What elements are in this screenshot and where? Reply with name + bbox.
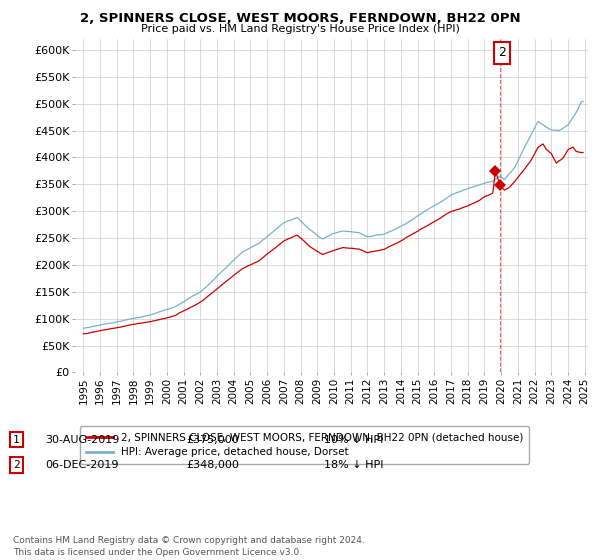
Text: £375,000: £375,000 [186, 435, 239, 445]
Text: Price paid vs. HM Land Registry's House Price Index (HPI): Price paid vs. HM Land Registry's House … [140, 24, 460, 34]
Text: 2, SPINNERS CLOSE, WEST MOORS, FERNDOWN, BH22 0PN: 2, SPINNERS CLOSE, WEST MOORS, FERNDOWN,… [80, 12, 520, 25]
Text: 2: 2 [13, 460, 20, 470]
Text: 1: 1 [13, 435, 20, 445]
Text: Contains HM Land Registry data © Crown copyright and database right 2024.
This d: Contains HM Land Registry data © Crown c… [13, 536, 365, 557]
Text: £348,000: £348,000 [186, 460, 239, 470]
Text: 06-DEC-2019: 06-DEC-2019 [45, 460, 119, 470]
Text: 10% ↓ HPI: 10% ↓ HPI [324, 435, 383, 445]
Text: 30-AUG-2019: 30-AUG-2019 [45, 435, 119, 445]
Legend: 2, SPINNERS CLOSE, WEST MOORS, FERNDOWN, BH22 0PN (detached house), HPI: Average: 2, SPINNERS CLOSE, WEST MOORS, FERNDOWN,… [80, 426, 529, 464]
Text: 18% ↓ HPI: 18% ↓ HPI [324, 460, 383, 470]
Text: 2: 2 [498, 46, 506, 59]
